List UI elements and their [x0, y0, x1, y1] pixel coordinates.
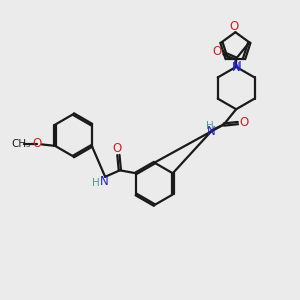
- Text: H: H: [206, 121, 214, 131]
- Text: O: O: [240, 116, 249, 129]
- Text: N: N: [232, 61, 241, 74]
- Text: N: N: [232, 60, 242, 73]
- Text: O: O: [112, 142, 122, 155]
- Text: O: O: [213, 45, 222, 58]
- Text: O: O: [32, 137, 41, 150]
- Text: CH₃: CH₃: [11, 139, 30, 149]
- Text: H: H: [92, 178, 100, 188]
- Text: N: N: [207, 125, 216, 138]
- Text: N: N: [100, 175, 108, 188]
- Text: O: O: [229, 20, 239, 33]
